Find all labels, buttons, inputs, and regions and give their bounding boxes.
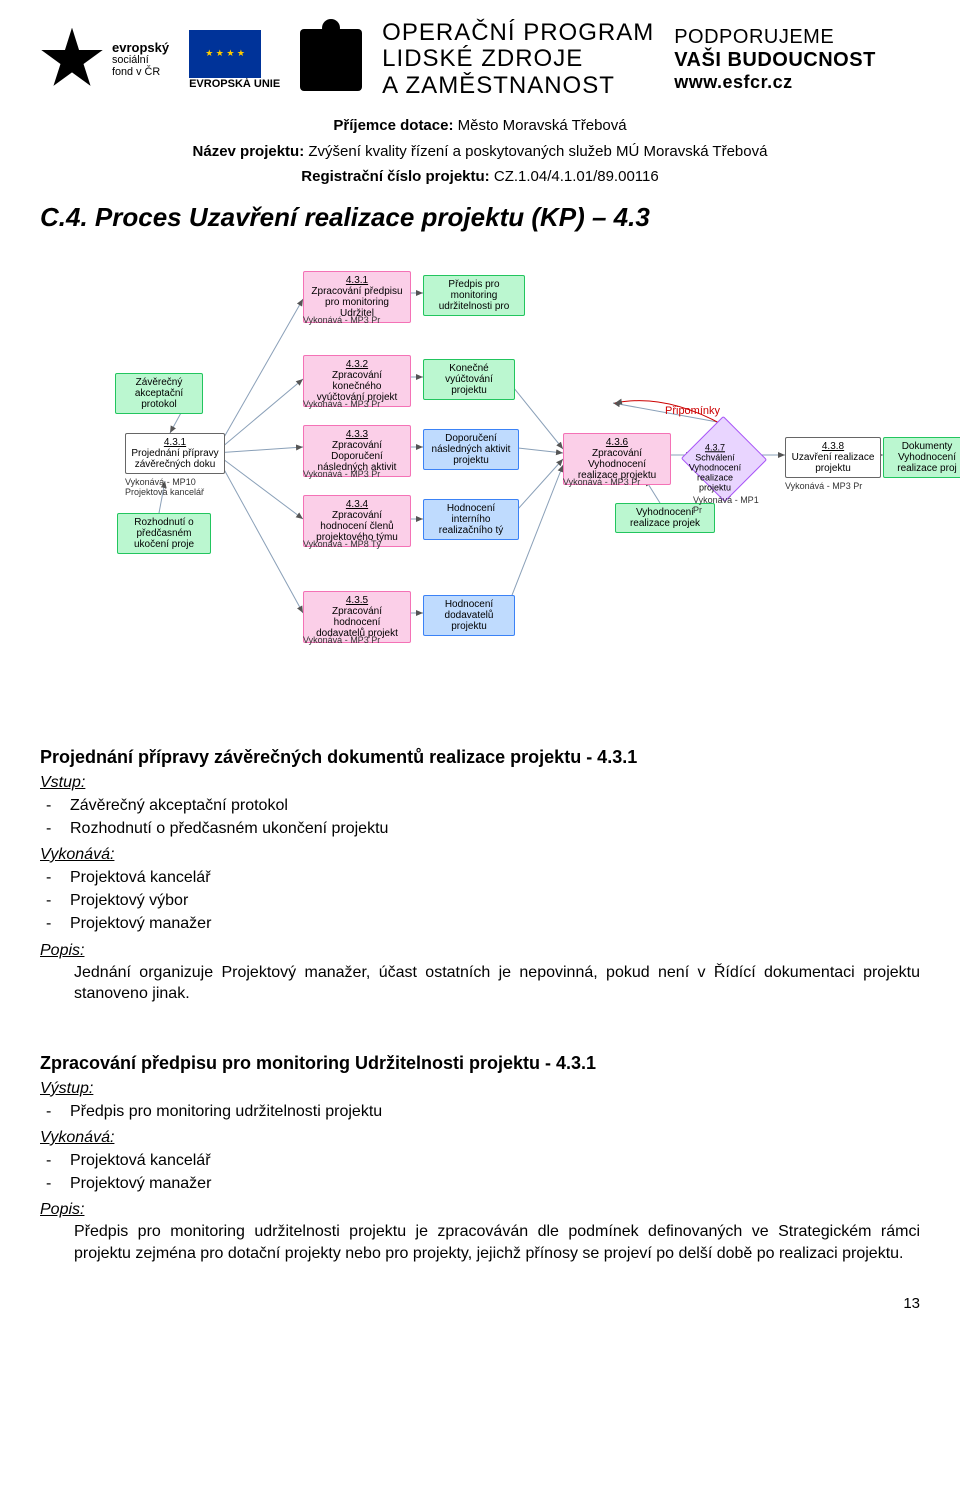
diagram-node-out435: Hodnocení dodavatelů projektu [423,595,515,636]
esf-logo: evropský sociální fond v ČR [40,28,169,92]
diagram-node-n437: 4.3.7Schválení Vyhodnocení realizace pro… [681,416,767,502]
eu-label: EVROPSKÁ UNIE [189,78,280,90]
diagram-node-out433: Doporučení následných aktivit projektu [423,429,519,470]
diagram-actor: Vykonává - MP3 Pr [785,481,885,491]
section1-heading: Projednání přípravy závěrečných dokument… [40,747,920,768]
list-item: Projektová kancelář [70,1149,920,1172]
list-item: Rozhodnutí o předčasném ukončení projekt… [70,817,920,840]
diagram-node-n431main: 4.3.1Projednání přípravy závěrečných dok… [125,433,225,474]
project-value: Zvýšení kvality řízení a poskytovaných s… [304,143,767,160]
diagram-actor: Vykonává - MP10 Projektová kancelář [125,477,229,497]
section1-vykonava-list: Projektová kancelářProjektový výborProje… [70,866,920,936]
page-title: C.4. Proces Uzavření realizace projektu … [40,202,920,233]
support-url: www.esfcr.cz [674,72,876,93]
list-item: Projektový výbor [70,889,920,912]
diagram-node-out434: Hodnocení interního realizačního tý [423,499,519,540]
page-number: 13 [40,1295,920,1312]
support-line1: PODPORUJEME [674,26,876,49]
section1-vstup-list: Závěrečný akceptační protokolRozhodnutí … [70,794,920,840]
vykonava-label-1: Vykonává: [40,846,920,864]
section2-vykonava-list: Projektová kancelářProjektový manažer [70,1149,920,1195]
diagram-actor: Vykonává - MP3 Pr [303,315,415,325]
page: evropský sociální fond v ČR EVROPSKÁ UNI… [0,0,960,1342]
diagram-actor: Vykonává - MP3 Pr [303,635,415,645]
recipient-label: Příjemce dotace: [333,117,453,134]
esf-logo-text: evropský sociální fond v ČR [112,41,169,79]
puzzle-icon [300,29,362,91]
popis-label-2: Popis: [40,1201,920,1219]
eu-flag-icon [189,30,261,78]
diagram-actor: Vykonává - MP3 Pr [563,477,675,487]
red-annotation: Připomínky [665,405,720,417]
popis-label-1: Popis: [40,942,920,960]
eu-logo: EVROPSKÁ UNIE [189,30,280,90]
header-logo-strip: evropský sociální fond v ČR EVROPSKÁ UNI… [40,20,920,99]
vykonava-label-2: Vykonává: [40,1129,920,1147]
section1-popis-text: Jednání organizuje Projektový manažer, ú… [74,962,920,1005]
list-item: Projektový manažer [70,912,920,935]
list-item: Projektový manažer [70,1172,920,1195]
diagram-actor: Vykonává - MP1 Pr [693,495,769,515]
recipient-value: Město Moravská Třebová [453,117,626,134]
section2-heading: Zpracování předpisu pro monitoring Udrži… [40,1053,920,1074]
support-line2: VAŠI BUDOUCNOST [674,49,876,72]
project-label: Název projektu: [193,143,305,160]
intro-block: Příjemce dotace: Město Moravská Třebová … [40,113,920,190]
esf-star-icon [40,28,104,92]
list-item: Závěrečný akceptační protokol [70,794,920,817]
op-line1: OPERAČNÍ PROGRAM [382,20,654,46]
list-item: Projektová kancelář [70,866,920,889]
vystup-label: Výstup: [40,1080,920,1098]
diagram-node-out431: Předpis pro monitoring udržitelnosti pro [423,275,525,316]
section2-vystup-list: Předpis pro monitoring udržitelnosti pro… [70,1100,920,1123]
esf-line3: fond v ČR [112,67,169,79]
section2-popis-text: Předpis pro monitoring udržitelnosti pro… [74,1221,920,1264]
diagram-node-in_zap: Závěrečný akceptační protokol [115,373,203,414]
diagram-actor: Vykonává - MP3 Pr [303,469,415,479]
diagram-actor: Vykonává - MP3 Pr [303,399,415,409]
diagram-node-in_roz: Rozhodnutí o předčasném ukočení proje [117,513,211,554]
diagram-node-out438: Dokumenty Vyhodnocení realizace proj [883,437,960,478]
list-item: Předpis pro monitoring udržitelnosti pro… [70,1100,920,1123]
process-diagram: Připomínky 4.3.1Zpracování předpisu pro … [45,243,915,723]
op-program-text: OPERAČNÍ PROGRAM LIDSKÉ ZDROJE A ZAMĚSTN… [382,20,654,99]
diagram-node-out432: Konečné vyúčtování projektu [423,359,515,400]
diagram-node-n438: 4.3.8Uzavření realizace projektu [785,437,881,478]
esf-line1: evropský [112,40,169,55]
vstup-label: Vstup: [40,774,920,792]
op-line3: A ZAMĚSTNANOST [382,73,654,99]
support-text: PODPORUJEME VAŠI BUDOUCNOST www.esfcr.cz [674,26,876,93]
diagram-actor: Vykonává - MP8 Tý [303,539,415,549]
regnum-value: CZ.1.04/4.1.01/89.00116 [490,168,659,185]
esf-line2: sociální [112,55,169,67]
regnum-label: Registrační číslo projektu: [301,168,489,185]
op-line2: LIDSKÉ ZDROJE [382,46,654,72]
